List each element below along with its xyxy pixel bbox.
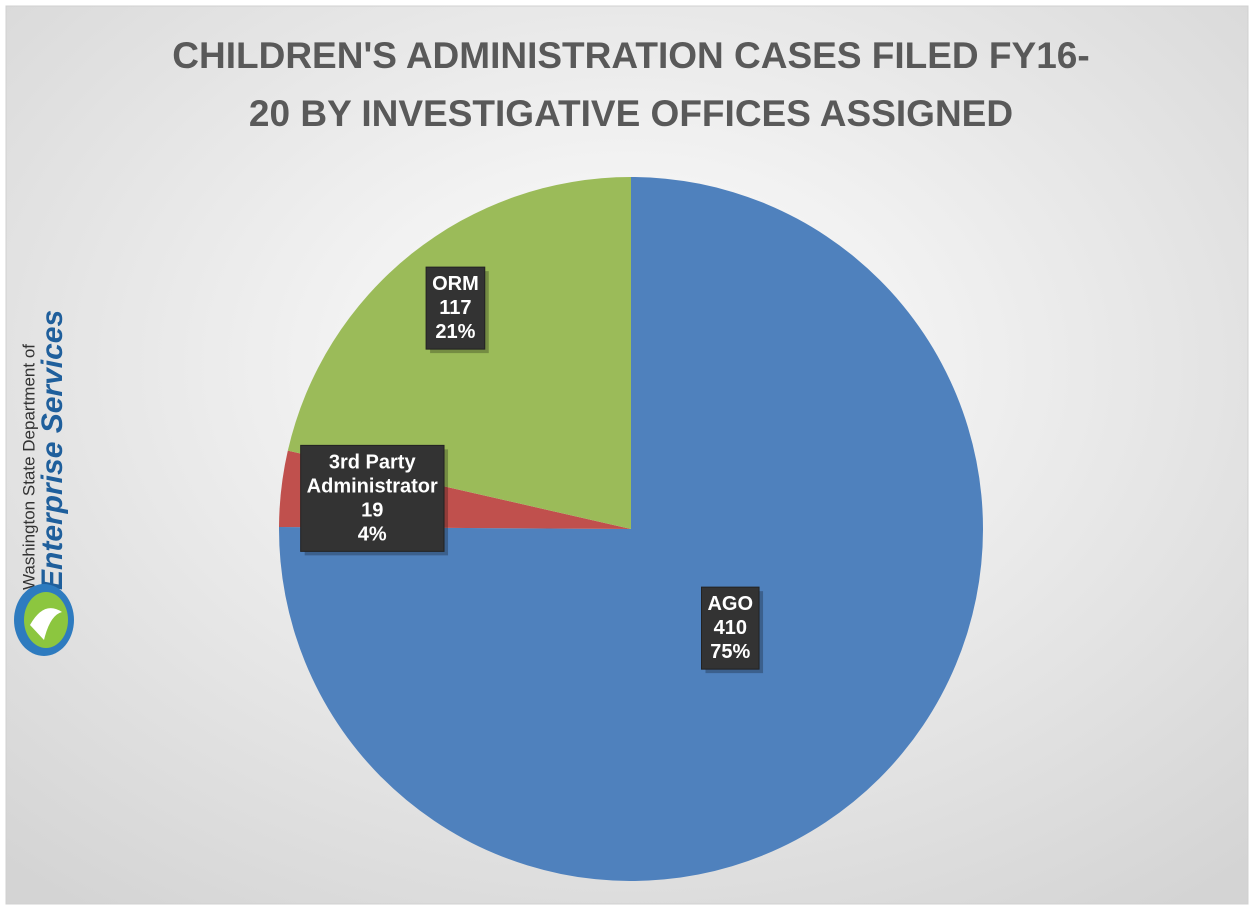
chart-title: 20 BY INVESTIGATIVE OFFICES ASSIGNED	[249, 93, 1013, 134]
logo-icon	[14, 584, 74, 656]
percent-label: 75%	[710, 641, 750, 663]
percent-label: 21%	[435, 321, 475, 343]
value-label: 410	[714, 617, 747, 639]
category-label: ORM	[432, 273, 479, 295]
category-label: AGO	[707, 593, 753, 615]
percent-label: 4%	[358, 523, 387, 545]
value-label: 117	[439, 297, 471, 319]
pie-slice	[287, 176, 631, 529]
label-box	[300, 444, 445, 552]
logo: Washington State Department of Enterpris…	[19, 310, 68, 590]
category-label: Administrator	[307, 475, 438, 497]
logo-text: Enterprise Services	[36, 310, 69, 590]
logo-text: Washington State Department of	[19, 344, 38, 590]
value-label: 19	[361, 499, 383, 521]
label-box	[425, 266, 486, 350]
category-label: 3rd Party	[329, 451, 417, 473]
label-box	[700, 586, 760, 670]
chart-title: CHILDREN'S ADMINISTRATION CASES FILED FY…	[172, 35, 1089, 76]
